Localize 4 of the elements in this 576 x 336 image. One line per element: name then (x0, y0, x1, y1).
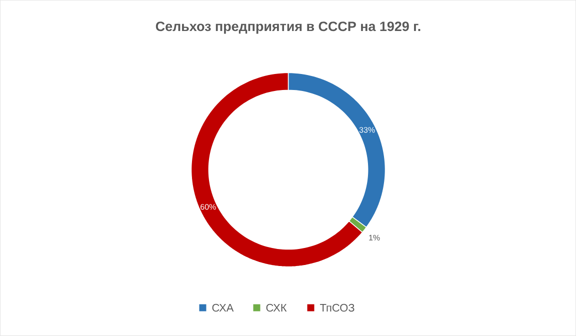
legend-label: ТпСОЗ (320, 304, 354, 312)
legend-label: СХК (266, 304, 287, 312)
chart-title: Сельхоз предприятия в СССР на 1929 г. (156, 22, 420, 34)
legend-label: СХА (212, 304, 234, 312)
